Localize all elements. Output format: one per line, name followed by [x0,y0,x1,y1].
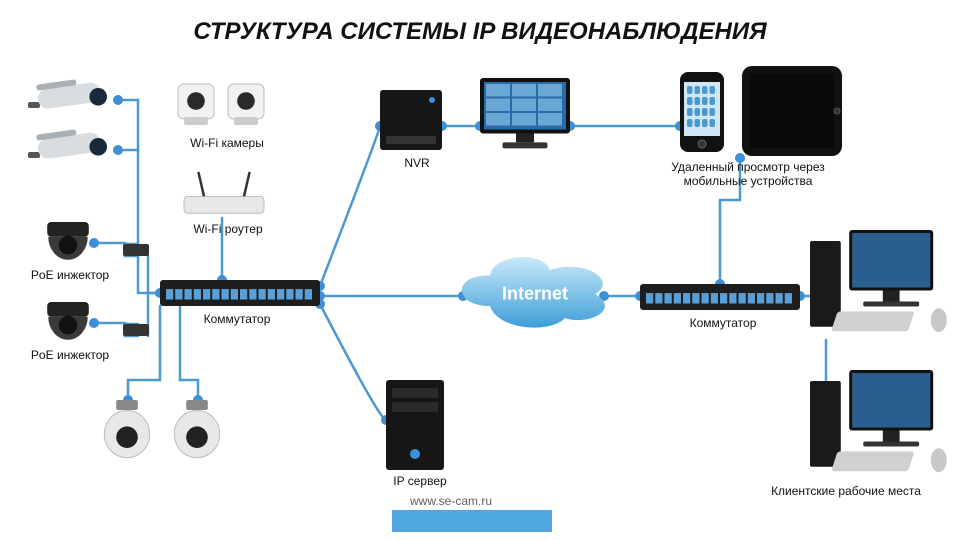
label-clients: Клиентские рабочие места [736,484,956,498]
node-domeCam1 [47,222,89,260]
node-wifiRouter [184,172,264,213]
diagram-stage: СТРУКТУРА СИСТЕМЫ IP ВИДЕОНАБЛЮДЕНИЯ Int… [0,0,960,540]
node-desktop1 [810,230,947,332]
network-lines: Internet [0,0,960,540]
node-ptz2 [174,400,219,458]
label-switch2: Коммутатор [668,316,778,330]
label-ipServer: IP сервер [380,474,460,488]
label-remote: Удаленный просмотр через мобильные устро… [618,160,878,188]
node-bulletCam2 [28,129,107,160]
label-nvr: NVR [392,156,442,170]
footer-url: www.se-cam.ru [410,494,492,508]
node-ipServer [386,380,444,470]
label-wifiRouter: Wi-Fi роутер [178,222,278,236]
node-desktop2 [810,370,947,472]
node-domeCam2 [47,302,89,340]
node-wifiCam2 [228,84,264,125]
label-poe1: PoE инжектор [20,268,120,282]
node-switch2 [640,284,800,310]
label-poe2: PoE инжектор [20,348,120,362]
node-phone [680,72,724,152]
svg-text:Internet: Internet [502,284,568,304]
label-switch1: Коммутатор [182,312,292,326]
node-bulletCam1 [28,79,107,110]
node-monitor1 [480,78,570,148]
label-wifiCams: Wi-Fi камеры [172,136,282,150]
node-ptz1 [104,400,149,458]
node-nvr [380,90,442,150]
node-tablet [742,66,842,156]
page-title: СТРУКТУРА СИСТЕМЫ IP ВИДЕОНАБЛЮДЕНИЯ [0,18,960,46]
node-wifiCam1 [178,84,214,125]
footer-accent [392,510,552,532]
node-switch1 [160,280,320,306]
node-internet: Internet [462,257,605,328]
